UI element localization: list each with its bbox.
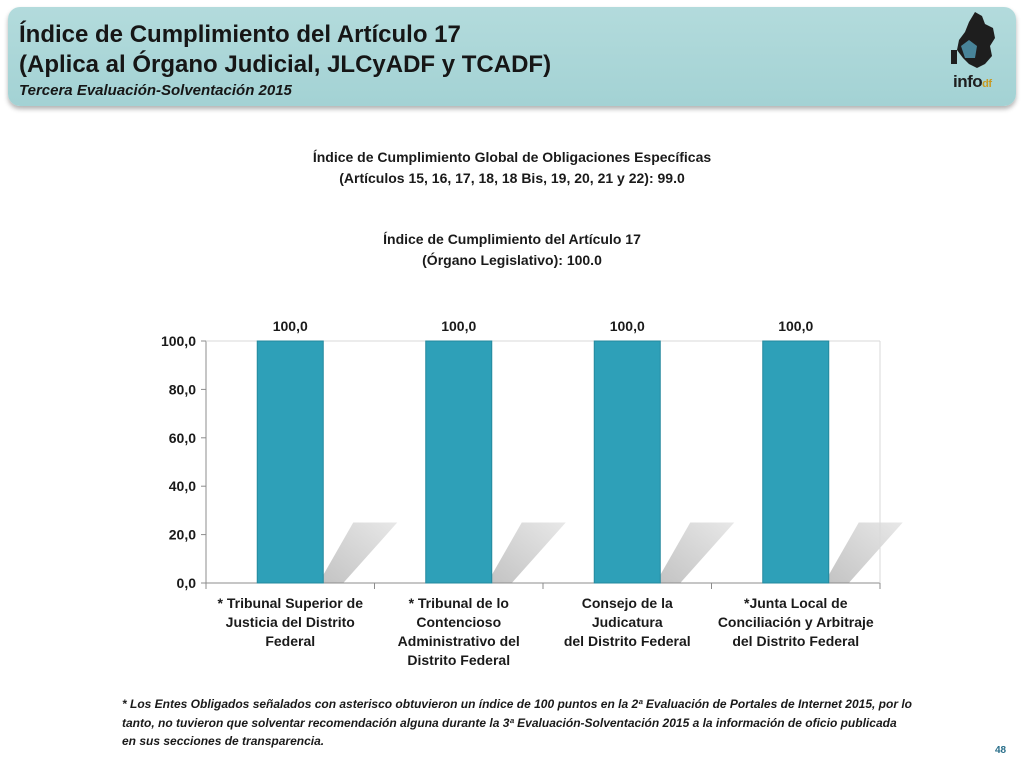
category-label-line: * Tribunal de lo [408,595,509,611]
bar-shadow [323,522,398,583]
bar [425,340,493,584]
y-tick-label: 0,0 [177,575,197,591]
cdmx-map-logo-icon [951,12,995,68]
y-tick-label: 20,0 [169,527,196,543]
bar [593,340,661,584]
y-tick-label: 60,0 [169,430,196,446]
bar-shadow [828,522,903,583]
page-title: Índice de Cumplimiento del Artículo 17 [19,21,461,48]
bar [762,340,830,584]
category-label-line: del Distrito Federal [563,633,691,649]
category-label-line: Distrito Federal [407,652,511,668]
y-tick-label: 100,0 [161,333,196,349]
category-label-line: Justicia del Distrito [225,614,355,630]
category-label-line: Conciliación y Arbitraje [717,614,874,630]
bar [256,340,324,584]
category-label-line: Federal [265,633,316,649]
category-label-line: del Distrito Federal [732,633,860,649]
logo-badge: df [982,78,992,90]
bar-shadow [491,522,566,583]
page-subtitle: Tercera Evaluación-Solventación 2015 [19,82,292,99]
footnote: * Los Entes Obligados señalados con aste… [122,697,912,748]
bar-shadow [660,522,735,583]
category-label-line: * Tribunal Superior de [217,595,363,611]
logo-text: info [953,72,983,91]
bar-value-label: 100,0 [273,318,308,334]
page-title-line2: (Aplica al Órgano Judicial, JLCyADF y TC… [19,51,552,78]
y-tick-label: 80,0 [169,381,196,397]
article-index-label: Índice de Cumplimiento del Artículo 17 [383,231,641,247]
category-label-line: *Junta Local de [744,595,848,611]
article-index-value: (Órgano Legislativo): 100.0 [422,252,602,268]
category-label: Consejo de la Judicatura del Distrito Fed… [545,594,710,651]
y-tick-label: 40,0 [169,478,196,494]
bar-value-label: 100,0 [441,318,476,334]
category-label-line: Administrativo del [397,633,520,649]
category-label-line: Consejo de la Judicatura [581,595,673,630]
infodf-logo: infodf [953,72,992,92]
header-banner: Índice de Cumplimiento del Artículo 17 (… [8,7,1016,106]
category-label: * Tribunal de lo Contencioso Administrativ… [376,594,541,670]
page-number: 48 [995,745,1007,756]
category-label: *Junta Local de Conciliación y Arbitraje d… [713,594,878,651]
category-label-line: Contencioso [416,614,502,630]
global-index-label: Índice de Cumplimiento Global de Obligac… [312,149,712,165]
bar-value-label: 100,0 [778,318,813,334]
global-index-value: (Artículos 15, 16, 17, 18, 18 Bis, 19, 2… [339,170,685,186]
bar-value-label: 100,0 [610,318,645,334]
category-label: * Tribunal Superior de Justicia del Distr… [208,594,373,651]
